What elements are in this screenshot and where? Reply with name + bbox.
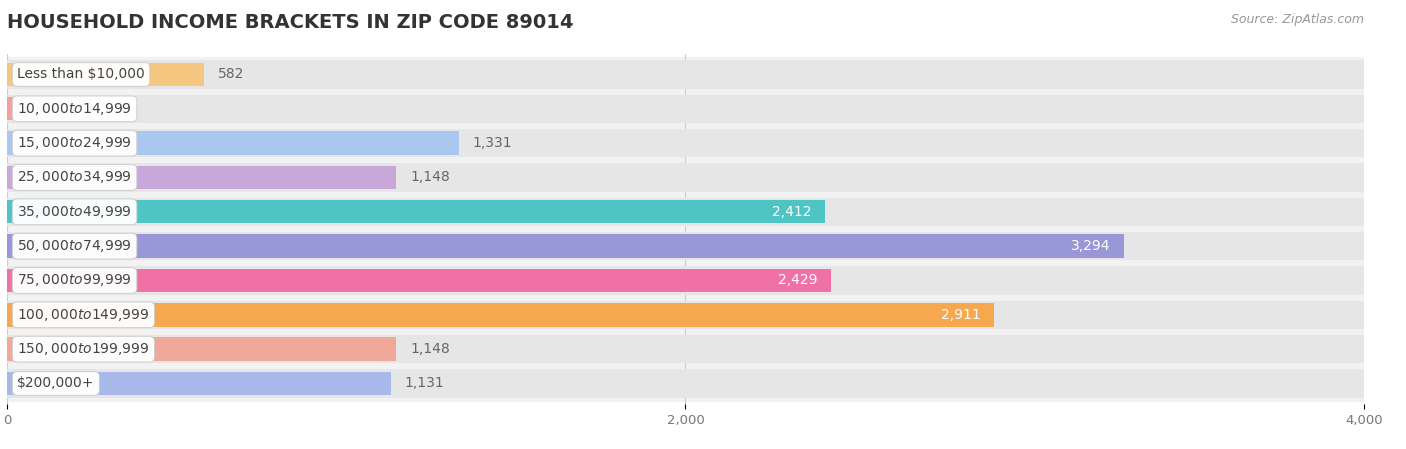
Text: Less than $10,000: Less than $10,000	[17, 67, 145, 81]
Bar	[7, 338, 396, 361]
Bar	[7, 57, 1364, 92]
Text: 2,412: 2,412	[772, 205, 811, 219]
Text: $10,000 to $14,999: $10,000 to $14,999	[17, 101, 132, 117]
Bar	[7, 160, 1364, 195]
Text: HOUSEHOLD INCOME BRACKETS IN ZIP CODE 89014: HOUSEHOLD INCOME BRACKETS IN ZIP CODE 89…	[7, 13, 574, 32]
Text: 2,429: 2,429	[778, 273, 817, 287]
Bar	[7, 132, 458, 155]
Text: 1,331: 1,331	[472, 136, 512, 150]
Bar	[7, 303, 994, 326]
Text: $200,000+: $200,000+	[17, 377, 94, 391]
Text: $100,000 to $149,999: $100,000 to $149,999	[17, 307, 149, 323]
Bar	[7, 300, 1364, 329]
Bar	[7, 335, 1364, 363]
Text: 1,148: 1,148	[411, 342, 450, 356]
Bar	[7, 269, 831, 292]
Text: 582: 582	[218, 67, 245, 81]
Bar	[7, 198, 1364, 226]
Text: $25,000 to $34,999: $25,000 to $34,999	[17, 169, 132, 185]
Bar	[7, 263, 1364, 298]
Text: 1,131: 1,131	[405, 377, 444, 391]
Bar	[7, 60, 1364, 89]
Bar	[7, 234, 1125, 258]
Bar	[7, 372, 391, 395]
Bar	[7, 163, 1364, 192]
Text: Source: ZipAtlas.com: Source: ZipAtlas.com	[1230, 13, 1364, 26]
Text: $50,000 to $74,999: $50,000 to $74,999	[17, 238, 132, 254]
Bar	[7, 229, 1364, 263]
Bar	[7, 95, 1364, 123]
Bar	[7, 97, 91, 120]
Text: $150,000 to $199,999: $150,000 to $199,999	[17, 341, 149, 357]
Bar	[7, 126, 1364, 160]
Bar	[7, 298, 1364, 332]
Text: $15,000 to $24,999: $15,000 to $24,999	[17, 135, 132, 151]
Text: $75,000 to $99,999: $75,000 to $99,999	[17, 273, 132, 289]
Bar	[7, 92, 1364, 126]
Text: 3,294: 3,294	[1071, 239, 1111, 253]
Bar	[7, 195, 1364, 229]
Bar	[7, 366, 1364, 401]
Bar	[7, 200, 825, 224]
Text: $35,000 to $49,999: $35,000 to $49,999	[17, 204, 132, 220]
Text: 250: 250	[105, 102, 132, 116]
Text: 2,911: 2,911	[941, 308, 981, 322]
Bar	[7, 369, 1364, 398]
Bar	[7, 266, 1364, 295]
Text: 1,148: 1,148	[411, 171, 450, 185]
Bar	[7, 129, 1364, 158]
Bar	[7, 166, 396, 189]
Bar	[7, 232, 1364, 260]
Bar	[7, 332, 1364, 366]
Bar	[7, 63, 204, 86]
